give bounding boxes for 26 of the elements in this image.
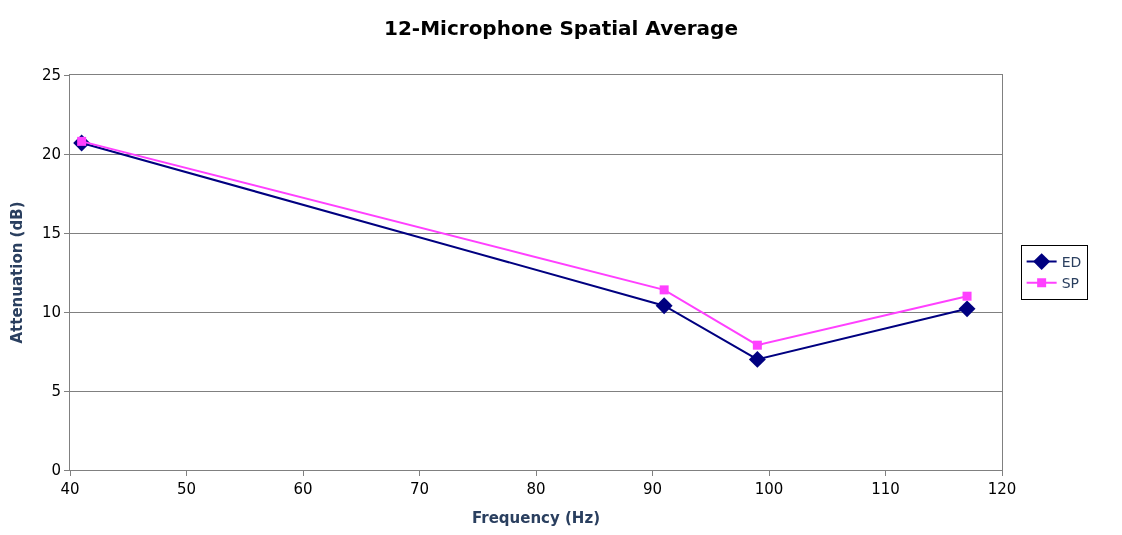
y-tick-label: 5	[51, 382, 61, 401]
chart-title: 12-Microphone Spatial Average	[384, 16, 738, 41]
x-tick-label: 100	[754, 480, 784, 498]
x-tick-label: 40	[60, 480, 80, 498]
x-tick-label: 110	[871, 480, 900, 498]
x-axis-title: Frequency (Hz)	[471, 509, 601, 527]
x-tick-label: 50	[176, 480, 197, 498]
y-tick-label: 10	[41, 303, 61, 322]
y-tick-label: 20	[41, 145, 61, 164]
y-tick-label: 25	[41, 66, 61, 85]
point	[962, 291, 972, 301]
y-tick-label: 0	[51, 461, 61, 480]
y-axis-title: Attenuation (dB)	[8, 201, 27, 344]
x-tick-label: 60	[293, 480, 313, 498]
y-tick-label: 15	[41, 224, 61, 243]
point	[752, 340, 762, 350]
x-tick-label: 80	[526, 480, 546, 498]
x-tick-label: 70	[409, 480, 430, 498]
point	[655, 297, 673, 315]
x-tick-label: 90	[642, 480, 663, 498]
point	[659, 285, 669, 295]
legend-label: SP	[1061, 275, 1079, 292]
point	[748, 350, 766, 368]
legend-label: ED	[1061, 254, 1082, 271]
point	[958, 300, 976, 318]
x-tick-label: 120	[987, 480, 1017, 498]
